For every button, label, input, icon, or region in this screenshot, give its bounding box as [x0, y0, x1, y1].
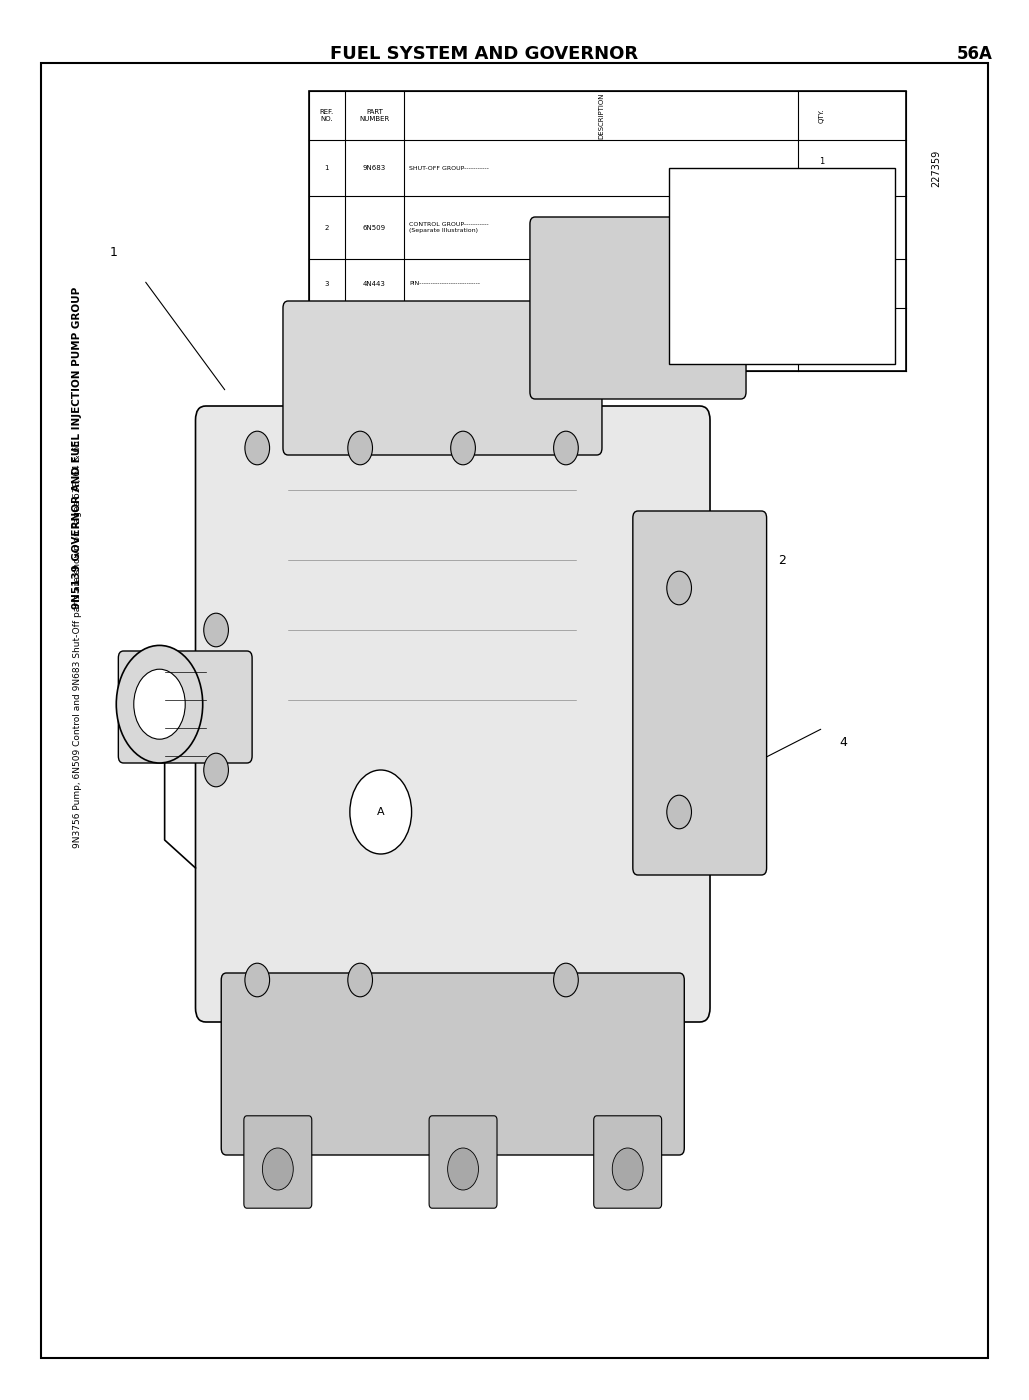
Text: FUEL INJECTION PUMP GROUP----
(Separate Illustration): FUEL INJECTION PUMP GROUP---- (Separate … [410, 335, 511, 344]
Text: 9N683: 9N683 [363, 165, 386, 171]
Text: 1: 1 [324, 165, 329, 171]
Circle shape [348, 431, 372, 465]
Text: PIN---------------------------: PIN--------------------------- [410, 281, 481, 286]
Circle shape [612, 1148, 643, 1190]
Circle shape [262, 1148, 293, 1190]
FancyBboxPatch shape [633, 511, 767, 875]
Text: 3: 3 [840, 343, 848, 357]
Circle shape [116, 645, 203, 763]
FancyBboxPatch shape [41, 63, 988, 1358]
Text: 2: 2 [778, 553, 786, 567]
FancyBboxPatch shape [244, 1116, 312, 1208]
Circle shape [448, 1148, 478, 1190]
Text: SHUT-OFF GROUP-----------: SHUT-OFF GROUP----------- [410, 165, 489, 171]
Text: 2: 2 [324, 224, 329, 231]
Text: VIEW OF
AREA A: VIEW OF AREA A [762, 214, 802, 234]
Circle shape [554, 431, 578, 465]
Circle shape [245, 431, 270, 465]
Text: 3: 3 [324, 280, 329, 287]
Text: FUEL SYSTEM AND GOVERNOR: FUEL SYSTEM AND GOVERNOR [329, 45, 638, 63]
Circle shape [204, 753, 228, 787]
Polygon shape [720, 252, 844, 322]
Text: DESCRIPTION: DESCRIPTION [598, 92, 604, 139]
Text: QTY.: QTY. [819, 108, 825, 123]
Circle shape [667, 795, 691, 829]
Circle shape [204, 613, 228, 647]
Text: 6N509: 6N509 [363, 224, 386, 231]
Text: 1: 1 [819, 328, 824, 337]
FancyBboxPatch shape [283, 301, 602, 455]
Circle shape [451, 431, 475, 465]
Text: 1: 1 [109, 245, 117, 259]
Text: CONTROL GROUP-----------
(Separate Illustration): CONTROL GROUP----------- (Separate Illus… [410, 223, 489, 232]
Circle shape [348, 963, 372, 997]
FancyBboxPatch shape [221, 973, 684, 1155]
Bar [309, 91, 906, 371]
Circle shape [554, 963, 578, 997]
Text: 1: 1 [819, 216, 824, 225]
Text: 227359: 227359 [931, 150, 942, 186]
Text: 4: 4 [324, 336, 329, 343]
Text: 4: 4 [840, 735, 848, 749]
Text: PART
NUMBER: PART NUMBER [359, 109, 389, 122]
Circle shape [245, 963, 270, 997]
Text: 1: 1 [819, 157, 824, 165]
FancyBboxPatch shape [429, 1116, 497, 1208]
Text: 9N3756: 9N3756 [360, 336, 388, 343]
Text: REF.
NO.: REF. NO. [319, 109, 333, 122]
FancyBboxPatch shape [530, 217, 746, 399]
Circle shape [134, 669, 185, 739]
FancyBboxPatch shape [118, 651, 252, 763]
Text: 1: 1 [819, 272, 824, 281]
Text: 56A: 56A [957, 45, 993, 63]
Text: 4N443: 4N443 [363, 280, 386, 287]
Circle shape [667, 571, 691, 605]
FancyBboxPatch shape [594, 1116, 662, 1208]
Text: 9N5139 GOVERNOR AND FUEL INJECTION PUMP GROUP: 9N5139 GOVERNOR AND FUEL INJECTION PUMP … [72, 287, 82, 609]
Text: A: A [377, 806, 385, 818]
FancyBboxPatch shape [196, 406, 710, 1022]
Text: 9N3756 Pump, 6N509 Control and 9N683 Shut-Off parts are shown on Pages 63F, 64 &: 9N3756 Pump, 6N509 Control and 9N683 Shu… [73, 440, 81, 848]
Circle shape [350, 770, 412, 854]
FancyBboxPatch shape [669, 168, 895, 364]
